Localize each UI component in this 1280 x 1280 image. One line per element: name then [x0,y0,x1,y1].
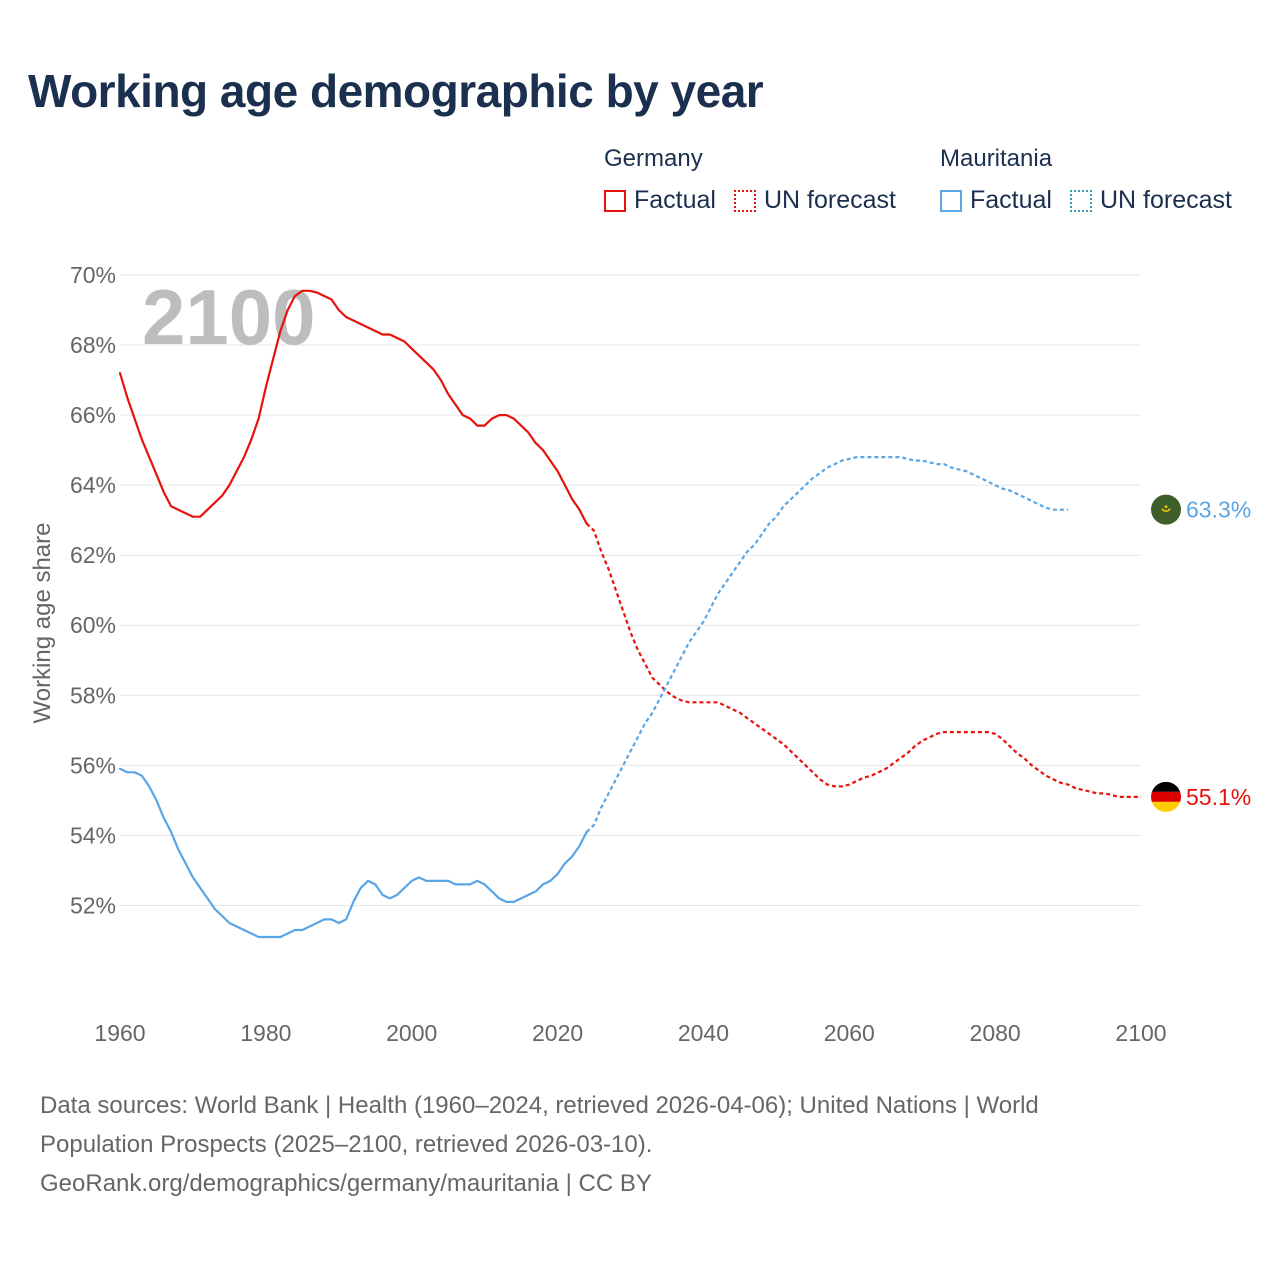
y-tick-label: 64% [70,472,116,498]
footer: Data sources: World Bank | Health (1960–… [40,1086,1240,1203]
germany-factual-line[interactable] [118,289,588,525]
mauritania-flag-icon [1151,494,1181,525]
y-tick-label: 58% [70,682,116,708]
y-axis-ticks: 52% 54% 56% 58% 60% 62% 64% 66% 68% 70% [70,262,116,918]
x-tick-label: 2040 [678,1020,729,1046]
mauritania-forecast-line[interactable] [585,456,1069,833]
germany-end-value-label: 55.1% [1186,784,1251,810]
legend-item-factual[interactable]: Factual [940,186,1052,215]
year-watermark: 2100 [142,273,316,361]
y-tick-label: 56% [70,752,116,778]
legend-swatch-dotted [733,189,756,212]
legend-item-forecast[interactable]: UN forecast [733,186,896,215]
germany-forecast-line[interactable] [585,522,1141,799]
footer-source-line: Population Prospects (2025–2100, retriev… [40,1131,653,1158]
x-axis-ticks: 1960 1980 2000 2020 2040 2060 2080 2100 [94,1020,1166,1046]
legend-label: UN forecast [763,186,896,214]
legend-swatch-solid [604,189,626,212]
legend-group-germany: Germany Factual UN forecast [604,144,914,215]
mauritania-end-value-label: 63.3% [1186,497,1251,523]
legend-swatch-dotted [1069,189,1092,212]
y-tick-label: 66% [70,402,116,428]
chart-title: Working age demographic by year [28,65,764,117]
x-tick-label: 2000 [386,1020,437,1046]
series-lines [118,289,1141,939]
line-chart: 52% 54% 56% 58% 60% 62% 64% 66% 68% 70% 1960 1980 2… [29,262,1251,1046]
legend-country-name: Germany [604,145,703,172]
gridlines [120,274,1141,906]
legend-swatch-solid [940,189,962,212]
x-tick-label: 2100 [1115,1020,1166,1046]
y-axis-label: Working age share [29,523,56,724]
series-end-markers: 55.1% 63.3% [1151,494,1251,812]
legend-label: Factual [970,186,1052,214]
legend-item-forecast[interactable]: UN forecast [1069,186,1232,215]
y-tick-label: 60% [70,612,116,638]
footer-link[interactable]: GeoRank.org/demographics/germany/maurita… [40,1170,652,1197]
legend-group-mauritania: Mauritania Factual UN forecast [940,144,1232,215]
germany-flag-icon [1151,781,1181,812]
legend-label: UN forecast [1099,186,1232,214]
x-tick-label: 1960 [94,1020,145,1046]
x-tick-label: 2080 [970,1020,1021,1046]
y-tick-label: 68% [70,332,116,358]
x-tick-label: 2060 [824,1020,875,1046]
y-tick-label: 62% [70,542,116,568]
y-tick-label: 52% [70,892,116,918]
y-tick-label: 70% [70,262,116,288]
mauritania-factual-line[interactable] [118,767,588,939]
footer-source-line: Data sources: World Bank | Health (1960–… [40,1092,1039,1119]
y-tick-label: 54% [70,822,116,848]
x-tick-label: 1980 [240,1020,291,1046]
legend-label: Factual [634,186,716,214]
x-tick-label: 2020 [532,1020,583,1046]
legend-item-factual[interactable]: Factual [604,186,716,215]
legend-country-name: Mauritania [940,145,1053,172]
